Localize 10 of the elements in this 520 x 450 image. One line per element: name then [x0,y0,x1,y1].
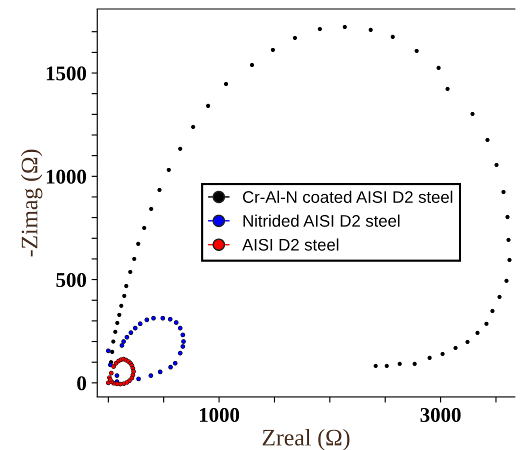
x-tick-label: 3000 [420,408,461,422]
y-tick-label: 1000 [46,170,86,184]
x-axis-title: Zreal (Ω) [262,428,350,450]
y-tick-label: 0 [77,376,86,390]
y-tick-label: 500 [56,272,86,288]
legend-label: AISI D2 steel [242,238,338,251]
y-axis-title: -Zimag (Ω) [20,150,42,256]
legend-label: Nitrided AISI D2 steel [244,214,400,227]
legend-label: Cr-Al-N coated AISI D2 steel [242,190,452,203]
y-tick-label: 1500 [46,66,86,80]
